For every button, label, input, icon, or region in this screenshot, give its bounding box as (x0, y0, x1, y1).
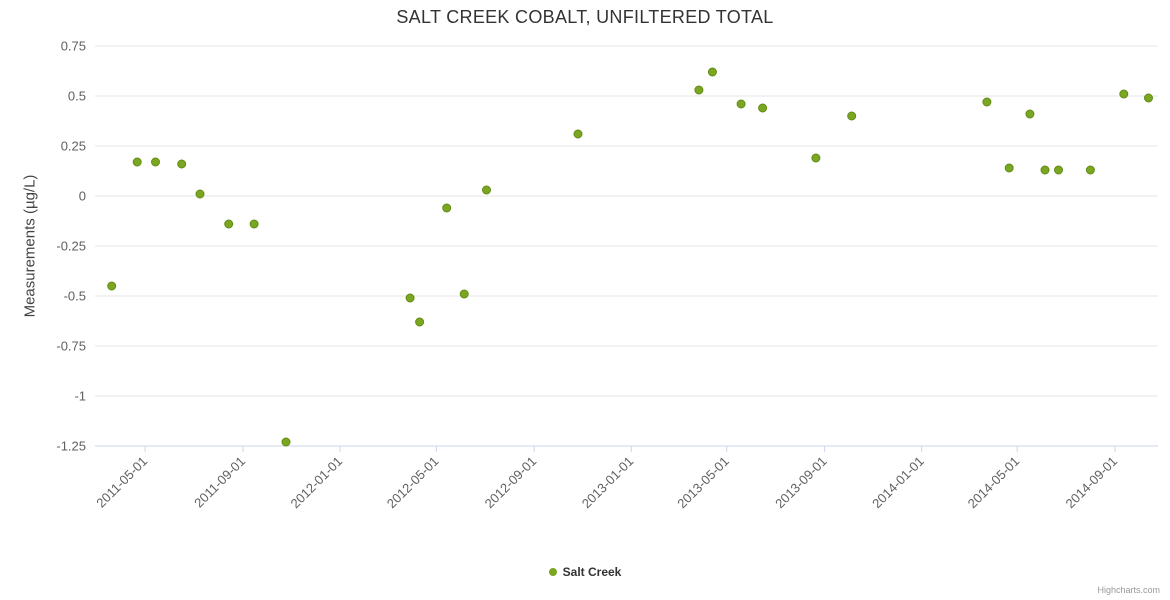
data-point[interactable] (177, 159, 187, 169)
data-point[interactable] (1085, 165, 1095, 175)
x-tick-label: 2014-05-01 (965, 454, 1023, 512)
data-point[interactable] (1144, 93, 1153, 103)
x-tick-label: 2013-05-01 (674, 454, 732, 512)
data-point[interactable] (405, 293, 415, 303)
y-tick-label: 0.5 (68, 89, 86, 104)
data-point[interactable] (1025, 109, 1035, 119)
legend: Salt Creek (0, 563, 1170, 581)
y-tick-label: 0.75 (61, 39, 86, 54)
legend-item-salt-creek[interactable]: Salt Creek (548, 565, 622, 579)
y-tick-label: 0 (79, 189, 86, 204)
data-point[interactable] (736, 99, 746, 109)
x-tick-label: 2012-05-01 (384, 454, 442, 512)
data-point[interactable] (107, 281, 117, 291)
highcharts-credits-link[interactable]: Highcharts.com (1097, 585, 1160, 595)
data-point[interactable] (195, 189, 205, 199)
data-point[interactable] (415, 317, 425, 327)
data-point[interactable] (573, 129, 583, 139)
data-point[interactable] (281, 437, 291, 447)
data-point[interactable] (707, 67, 717, 77)
x-tick-label: 2012-09-01 (482, 454, 540, 512)
data-point[interactable] (694, 85, 704, 95)
data-point[interactable] (982, 97, 992, 107)
y-tick-label: -1.25 (56, 439, 86, 454)
x-tick-label: 2011-09-01 (191, 454, 248, 511)
legend-label: Salt Creek (562, 565, 622, 579)
data-point[interactable] (442, 203, 452, 213)
x-tick-label: 2013-09-01 (772, 454, 830, 512)
x-tick-label: 2011-05-01 (93, 454, 150, 511)
y-tick-label: -0.75 (56, 339, 86, 354)
data-point[interactable] (847, 111, 857, 121)
y-tick-label: -0.5 (64, 289, 86, 304)
x-tick-label: 2013-01-01 (579, 454, 637, 512)
legend-marker-icon (548, 568, 557, 576)
y-tick-label: 0.25 (61, 139, 86, 154)
y-tick-label: -1 (74, 389, 86, 404)
data-point[interactable] (151, 157, 160, 167)
data-point[interactable] (811, 153, 821, 163)
data-point[interactable] (1119, 89, 1129, 99)
data-point[interactable] (224, 219, 234, 229)
data-point[interactable] (482, 185, 491, 195)
data-point[interactable] (249, 219, 259, 229)
x-tick-label: 2012-01-01 (288, 454, 346, 512)
x-tick-label: 2014-01-01 (869, 454, 927, 512)
x-tick-label: 2014-09-01 (1063, 454, 1121, 512)
chart-title: SALT CREEK COBALT, UNFILTERED TOTAL (396, 7, 774, 27)
y-tick-label: -0.25 (56, 239, 86, 254)
data-point[interactable] (1054, 165, 1063, 175)
data-point[interactable] (758, 103, 768, 113)
data-point[interactable] (132, 157, 142, 167)
data-point[interactable] (1040, 165, 1050, 175)
data-point[interactable] (459, 289, 469, 299)
data-point[interactable] (1004, 163, 1014, 173)
